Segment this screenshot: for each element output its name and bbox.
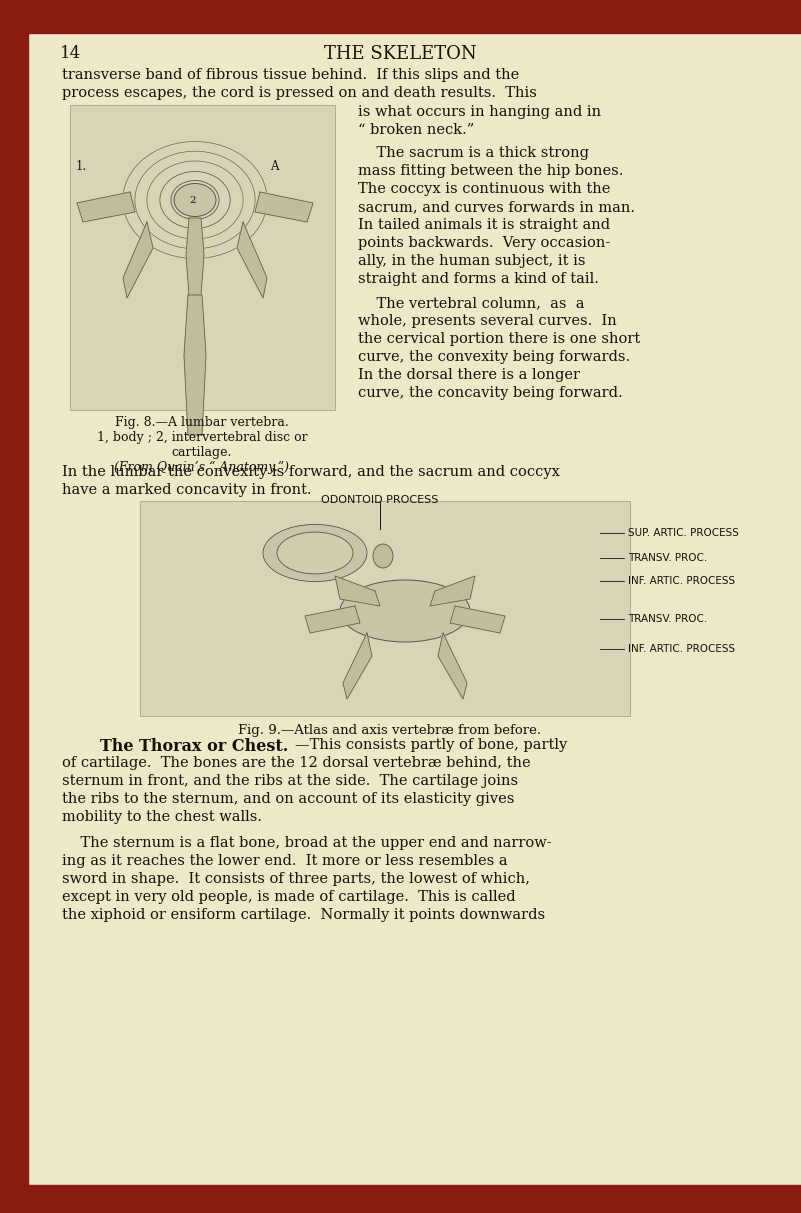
Text: whole, presents several curves.  In: whole, presents several curves. In: [358, 314, 617, 328]
Polygon shape: [305, 606, 360, 633]
Polygon shape: [77, 192, 135, 222]
Polygon shape: [335, 576, 380, 606]
Text: of cartilage.  The bones are the 12 dorsal vertebræ behind, the: of cartilage. The bones are the 12 dorsa…: [62, 756, 530, 770]
Text: “ broken neck.”: “ broken neck.”: [358, 123, 474, 137]
Bar: [0, 33, 28, 1185]
Text: mobility to the chest walls.: mobility to the chest walls.: [62, 810, 262, 824]
Text: ODONTOID PROCESS: ODONTOID PROCESS: [321, 495, 439, 505]
Text: points backwards.  Very occasion-: points backwards. Very occasion-: [358, 237, 610, 250]
Text: curve, the convexity being forwards.: curve, the convexity being forwards.: [358, 351, 630, 364]
Text: The sacrum is a thick strong: The sacrum is a thick strong: [358, 146, 589, 160]
Polygon shape: [186, 218, 204, 295]
Bar: [0, 1185, 801, 1213]
Ellipse shape: [263, 524, 367, 581]
Text: The vertebral column,  as  a: The vertebral column, as a: [358, 296, 585, 311]
Text: the ribs to the sternum, and on account of its elasticity gives: the ribs to the sternum, and on account …: [62, 792, 514, 805]
Text: TRANSV. PROC.: TRANSV. PROC.: [628, 553, 707, 563]
Text: The coccyx is continuous with the: The coccyx is continuous with the: [358, 182, 610, 197]
Text: The sternum is a flat bone, broad at the upper end and narrow-: The sternum is a flat bone, broad at the…: [62, 836, 552, 850]
Text: INF. ARTIC. PROCESS: INF. ARTIC. PROCESS: [628, 644, 735, 654]
Ellipse shape: [373, 543, 393, 568]
Text: curve, the concavity being forward.: curve, the concavity being forward.: [358, 386, 622, 400]
Ellipse shape: [340, 580, 470, 642]
Text: TRANSV. PROC.: TRANSV. PROC.: [628, 614, 707, 623]
Polygon shape: [123, 222, 153, 298]
Text: the xiphoid or ensiform cartilage.  Normally it points downwards: the xiphoid or ensiform cartilage. Norma…: [62, 909, 545, 922]
Text: —This consists partly of bone, partly: —This consists partly of bone, partly: [295, 738, 567, 752]
Text: ing as it reaches the lower end.  It more or less resembles a: ing as it reaches the lower end. It more…: [62, 854, 508, 869]
Text: Fig. 8.—A lumbar vertebra.: Fig. 8.—A lumbar vertebra.: [115, 416, 289, 429]
Text: 1.: 1.: [76, 160, 87, 173]
Bar: [0, 0, 801, 33]
Bar: [140, 501, 630, 716]
Text: In the lumbar the convexity is forward, and the sacrum and coccyx: In the lumbar the convexity is forward, …: [62, 465, 560, 479]
Text: 14: 14: [60, 45, 81, 62]
Text: have a marked concavity in front.: have a marked concavity in front.: [62, 483, 312, 497]
Polygon shape: [343, 633, 372, 699]
Text: THE SKELETON: THE SKELETON: [324, 45, 477, 63]
Text: ally, in the human subject, it is: ally, in the human subject, it is: [358, 254, 586, 268]
Text: straight and forms a kind of tail.: straight and forms a kind of tail.: [358, 272, 599, 286]
Text: cartilage.: cartilage.: [171, 446, 232, 459]
Polygon shape: [237, 222, 267, 298]
Ellipse shape: [174, 183, 216, 216]
Text: transverse band of fibrous tissue behind.  If this slips and the: transverse band of fibrous tissue behind…: [62, 68, 519, 82]
Text: is what occurs in hanging and in: is what occurs in hanging and in: [358, 106, 601, 119]
Text: In tailed animals it is straight and: In tailed animals it is straight and: [358, 218, 610, 232]
Text: 2: 2: [189, 197, 195, 205]
Text: A: A: [270, 160, 279, 173]
Bar: [70, 106, 335, 410]
Text: the cervical portion there is one short: the cervical portion there is one short: [358, 332, 640, 346]
Ellipse shape: [277, 533, 353, 574]
Polygon shape: [450, 606, 505, 633]
Text: SUP. ARTIC. PROCESS: SUP. ARTIC. PROCESS: [628, 528, 739, 539]
Polygon shape: [184, 295, 206, 435]
Text: sternum in front, and the ribs at the side.  The cartilage joins: sternum in front, and the ribs at the si…: [62, 774, 518, 788]
Text: Fig. 9.—Atlas and axis vertebræ from before.: Fig. 9.—Atlas and axis vertebræ from bef…: [239, 724, 541, 738]
Polygon shape: [438, 633, 467, 699]
Text: 1, body ; 2, intervertebral disc or: 1, body ; 2, intervertebral disc or: [97, 431, 308, 444]
Text: (From Quain’s “ Anatomy.”): (From Quain’s “ Anatomy.”): [115, 461, 289, 474]
Text: In the dorsal there is a longer: In the dorsal there is a longer: [358, 368, 580, 382]
Text: except in very old people, is made of cartilage.  This is called: except in very old people, is made of ca…: [62, 890, 516, 904]
Text: The Thorax or Chest.: The Thorax or Chest.: [100, 738, 288, 754]
Text: sword in shape.  It consists of three parts, the lowest of which,: sword in shape. It consists of three par…: [62, 872, 530, 885]
Text: process escapes, the cord is pressed on and death results.  This: process escapes, the cord is pressed on …: [62, 86, 537, 99]
Polygon shape: [255, 192, 313, 222]
Text: mass fitting between the hip bones.: mass fitting between the hip bones.: [358, 164, 623, 178]
Polygon shape: [430, 576, 475, 606]
Text: INF. ARTIC. PROCESS: INF. ARTIC. PROCESS: [628, 576, 735, 586]
Text: sacrum, and curves forwards in man.: sacrum, and curves forwards in man.: [358, 200, 635, 213]
